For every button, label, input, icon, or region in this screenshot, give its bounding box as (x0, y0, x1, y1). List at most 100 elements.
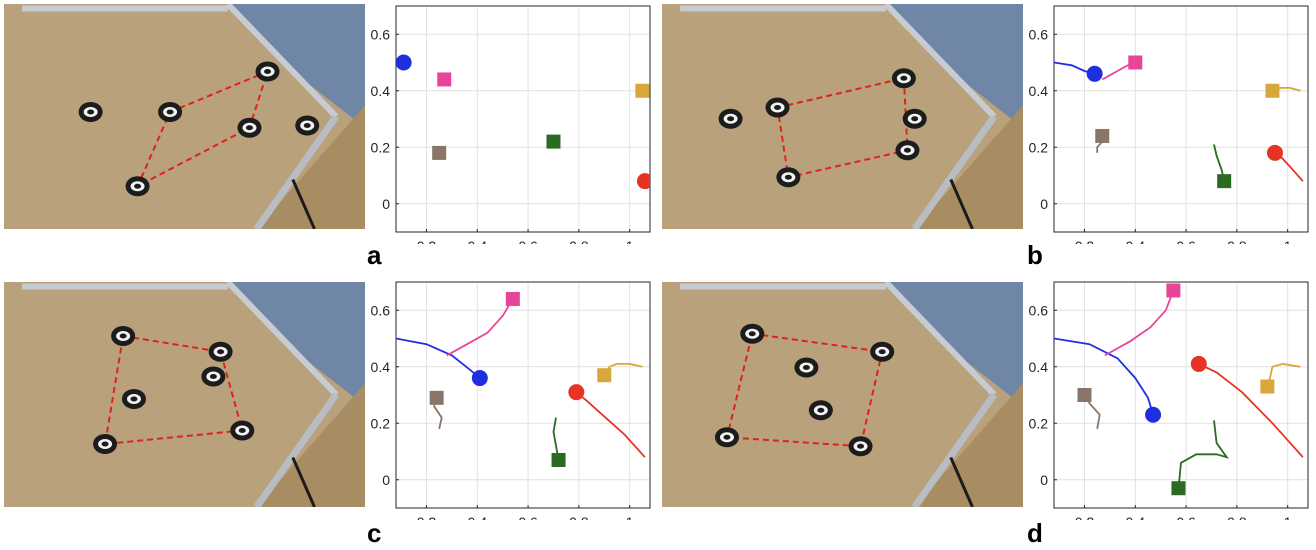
agent-square-marker (1260, 379, 1275, 394)
trajectory-line (1054, 337, 1154, 416)
robot (230, 420, 255, 441)
x-tick-label: 0.6 (518, 514, 538, 520)
agent-square-marker (505, 291, 520, 306)
trajectory-line (396, 337, 481, 379)
carpet-region (227, 282, 365, 406)
agent-square-marker (437, 72, 452, 87)
x-tick-label: 0.2 (417, 238, 437, 244)
y-tick-label: 0.6 (371, 26, 391, 42)
robot (121, 389, 146, 409)
robot (765, 97, 790, 118)
agent-square-marker (551, 452, 566, 467)
carpet-region (227, 4, 365, 128)
agent-circle-marker (568, 384, 585, 401)
x-tick-label: 0.4 (1126, 514, 1146, 520)
carpet-region (885, 282, 1023, 406)
floor-corner (256, 105, 365, 229)
frame-bar-front (253, 392, 339, 507)
robot (111, 326, 136, 346)
robot (794, 357, 819, 378)
panel-label-d: d (1027, 518, 1043, 548)
panel-label-c: c (367, 518, 382, 548)
agent-circle-marker (471, 370, 488, 387)
cable (949, 456, 974, 507)
plot-frame (395, 5, 651, 233)
agent-square-marker (429, 390, 444, 405)
y-tick-label: 0.6 (1029, 302, 1049, 318)
frame-bar-right (225, 282, 339, 397)
agent-square-marker (1128, 55, 1143, 70)
robot (93, 434, 118, 454)
robot (870, 341, 895, 362)
agent-circle-marker (636, 173, 650, 190)
x-tick-label: 0.4 (468, 514, 488, 520)
agent-square-marker (1217, 174, 1232, 189)
agent-square-marker (1265, 83, 1280, 98)
carpet-region (885, 4, 1023, 128)
chart-a: 0.2 0.4 0.6 0.8 1 0 0.2 0.4 0.6 (371, 5, 651, 244)
robot (158, 102, 183, 122)
y-tick-label: 0 (382, 472, 390, 488)
arena-photo-d (662, 282, 1023, 507)
trajectory-line (575, 391, 646, 458)
x-tick-label: 0.2 (417, 514, 437, 520)
robot (78, 102, 103, 122)
frame-bar-front (911, 392, 997, 507)
y-tick-label: 0.2 (371, 139, 391, 155)
trajectory-line (552, 417, 560, 461)
plot-marks (1054, 55, 1304, 189)
frame-bar-front (911, 114, 997, 229)
y-tick-label: 0.6 (371, 302, 391, 318)
trajectory-line (1104, 290, 1175, 357)
x-tick-label: 0.6 (518, 238, 538, 244)
robot (255, 61, 280, 82)
frame-bar-front (253, 114, 339, 229)
panel-label-b: b (1027, 240, 1043, 270)
robot (776, 167, 801, 188)
agent-square-marker (1077, 388, 1092, 402)
frame-bar-right (883, 282, 997, 397)
plot-marks (396, 54, 650, 190)
plot-frame (395, 281, 651, 509)
plot-area (396, 6, 650, 232)
cable (949, 178, 974, 229)
x-tick-label: 0.4 (468, 238, 488, 244)
y-tick-label: 0.2 (1029, 139, 1049, 155)
y-tick-label: 0.4 (1029, 83, 1049, 99)
y-tick-label: 0.6 (1029, 26, 1049, 42)
cable (291, 178, 316, 229)
y-tick-label: 0.2 (1029, 415, 1049, 431)
trajectory-line (446, 298, 514, 357)
arena-photo-c (4, 282, 365, 507)
agent-circle-marker (1086, 65, 1103, 82)
agent-square-marker (546, 134, 561, 149)
x-tick-label: 0.8 (569, 238, 589, 244)
y-tick-label: 0 (382, 196, 390, 212)
robot (895, 140, 920, 161)
x-tick-label: 0.8 (1227, 238, 1247, 244)
y-tick-label: 0 (1040, 196, 1048, 212)
chart-d: 0.2 0.4 0.6 0.8 1 0 0.2 0.4 0.6 (1029, 281, 1309, 520)
y-tick-label: 0.4 (371, 83, 391, 99)
plot-marks (1054, 283, 1304, 496)
frame-bar-right (225, 4, 339, 119)
x-tick-label: 0.2 (1075, 238, 1095, 244)
x-tick-label: 0.2 (1075, 514, 1095, 520)
robot (808, 400, 833, 421)
plot-area (1054, 282, 1308, 508)
agent-square-marker (1095, 128, 1110, 143)
robot (740, 323, 765, 344)
plot-frame (1053, 5, 1309, 233)
robot (201, 366, 226, 387)
robot (891, 68, 916, 89)
agent-square-marker (635, 83, 650, 98)
agent-circle-marker (1266, 144, 1283, 161)
y-tick-label: 0 (1040, 472, 1048, 488)
floor-corner (256, 383, 365, 507)
x-tick-label: 1 (626, 514, 634, 520)
robot (295, 115, 320, 136)
x-tick-label: 1 (626, 238, 634, 244)
robot (718, 108, 743, 129)
agent-square-marker (1166, 283, 1181, 298)
robot (125, 176, 150, 197)
